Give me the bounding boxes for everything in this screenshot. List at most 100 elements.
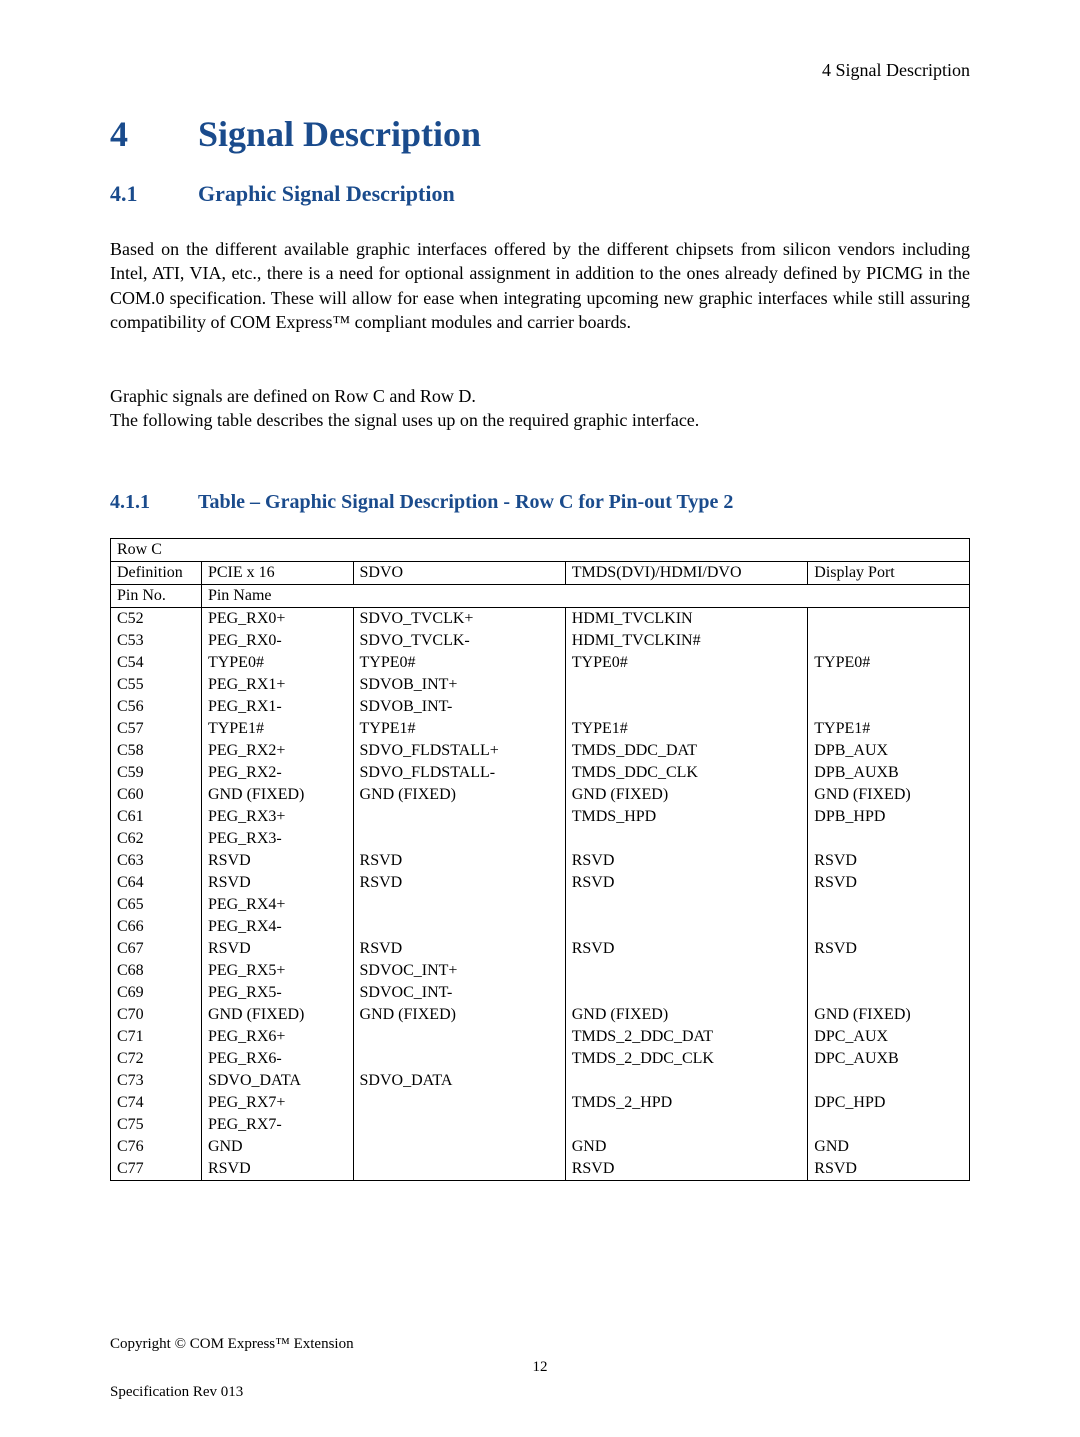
table-row: C65PEG_RX4+	[111, 894, 970, 916]
cell-sdvo: RSVD	[353, 872, 565, 894]
cell-dp: RSVD	[808, 872, 970, 894]
cell-pcie: RSVD	[201, 1158, 353, 1181]
cell-pin: C56	[111, 696, 202, 718]
cell-tmds	[565, 1070, 808, 1092]
cell-pin: C68	[111, 960, 202, 982]
cell-tmds: HDMI_TVCLKIN	[565, 607, 808, 630]
col-header-sdvo: SDVO	[353, 561, 565, 584]
cell-tmds: TMDS_HPD	[565, 806, 808, 828]
cell-pin: C57	[111, 718, 202, 740]
cell-pcie: PEG_RX1-	[201, 696, 353, 718]
section-heading: 4.1Graphic Signal Description	[110, 181, 970, 207]
table-row: C63RSVDRSVDRSVDRSVD	[111, 850, 970, 872]
cell-dp: DPC_AUX	[808, 1026, 970, 1048]
table-row: C77RSVDRSVDRSVD	[111, 1158, 970, 1181]
table-row: C52PEG_RX0+SDVO_TVCLK+HDMI_TVCLKIN	[111, 607, 970, 630]
cell-sdvo	[353, 1158, 565, 1181]
document-page: 4 Signal Description 4Signal Description…	[0, 0, 1080, 1437]
cell-tmds: TYPE0#	[565, 652, 808, 674]
chapter-title: Signal Description	[198, 114, 481, 154]
cell-tmds: HDMI_TVCLKIN#	[565, 630, 808, 652]
cell-pcie: GND (FIXED)	[201, 1004, 353, 1026]
cell-pcie: PEG_RX4-	[201, 916, 353, 938]
cell-pcie: SDVO_DATA	[201, 1070, 353, 1092]
table-row: C74PEG_RX7+TMDS_2_HPDDPC_HPD	[111, 1092, 970, 1114]
cell-pcie: PEG_RX5+	[201, 960, 353, 982]
cell-pcie: PEG_RX1+	[201, 674, 353, 696]
cell-pcie: RSVD	[201, 938, 353, 960]
cell-sdvo: TYPE0#	[353, 652, 565, 674]
table-row: C76GNDGNDGND	[111, 1136, 970, 1158]
table-row: C54TYPE0#TYPE0#TYPE0#TYPE0#	[111, 652, 970, 674]
table-row: C71PEG_RX6+TMDS_2_DDC_DATDPC_AUX	[111, 1026, 970, 1048]
table-row: C61PEG_RX3+TMDS_HPDDPB_HPD	[111, 806, 970, 828]
cell-sdvo: SDVO_FLDSTALL+	[353, 740, 565, 762]
cell-dp: GND	[808, 1136, 970, 1158]
cell-dp: RSVD	[808, 938, 970, 960]
cell-pin: C60	[111, 784, 202, 806]
cell-pin: C52	[111, 607, 202, 630]
cell-tmds	[565, 894, 808, 916]
cell-sdvo: TYPE1#	[353, 718, 565, 740]
cell-dp	[808, 960, 970, 982]
table-row: C73SDVO_DATASDVO_DATA	[111, 1070, 970, 1092]
cell-sdvo	[353, 1136, 565, 1158]
cell-pin: C73	[111, 1070, 202, 1092]
cell-dp	[808, 916, 970, 938]
cell-sdvo: SDVOB_INT-	[353, 696, 565, 718]
cell-dp	[808, 894, 970, 916]
table-row: C68PEG_RX5+SDVOC_INT+	[111, 960, 970, 982]
footer-page-number: 12	[110, 1359, 970, 1376]
subsection-title: Table – Graphic Signal Description - Row…	[198, 491, 733, 513]
cell-pcie: PEG_RX6+	[201, 1026, 353, 1048]
cell-dp	[808, 982, 970, 1004]
table-row: C53PEG_RX0-SDVO_TVCLK-HDMI_TVCLKIN#	[111, 630, 970, 652]
paragraph-table-note: The following table describes the signal…	[110, 408, 970, 432]
cell-pin: C74	[111, 1092, 202, 1114]
paragraph-row-note: Graphic signals are defined on Row C and…	[110, 384, 970, 408]
cell-dp: RSVD	[808, 1158, 970, 1181]
col-header-dp: Display Port	[808, 561, 970, 584]
table-row: C75PEG_RX7-	[111, 1114, 970, 1136]
subheader-pinname: Pin Name	[201, 584, 969, 607]
cell-tmds	[565, 982, 808, 1004]
table-row: C55PEG_RX1+SDVOB_INT+	[111, 674, 970, 696]
cell-dp	[808, 1114, 970, 1136]
footer-spec-rev: Specification Rev 013	[110, 1384, 970, 1401]
signal-table: Row C Definition PCIE x 16 SDVO TMDS(DVI…	[110, 538, 970, 1181]
paragraph-intro: Based on the different available graphic…	[110, 237, 970, 334]
cell-tmds: TMDS_2_HPD	[565, 1092, 808, 1114]
page-footer: Copyright © COM Express™ Extension 12 Sp…	[110, 1336, 970, 1401]
cell-sdvo: SDVOB_INT+	[353, 674, 565, 696]
col-header-tmds: TMDS(DVI)/HDMI/DVO	[565, 561, 808, 584]
col-header-definition: Definition	[111, 561, 202, 584]
cell-pcie: RSVD	[201, 872, 353, 894]
cell-pin: C55	[111, 674, 202, 696]
cell-dp	[808, 674, 970, 696]
cell-sdvo: RSVD	[353, 938, 565, 960]
cell-pcie: TYPE0#	[201, 652, 353, 674]
cell-pcie: GND	[201, 1136, 353, 1158]
cell-tmds	[565, 916, 808, 938]
table-row: C66PEG_RX4-	[111, 916, 970, 938]
col-header-pcie: PCIE x 16	[201, 561, 353, 584]
cell-pin: C58	[111, 740, 202, 762]
cell-tmds: RSVD	[565, 938, 808, 960]
chapter-heading: 4Signal Description	[110, 113, 970, 155]
cell-pin: C76	[111, 1136, 202, 1158]
page-header-right: 4 Signal Description	[110, 60, 970, 81]
cell-sdvo: RSVD	[353, 850, 565, 872]
cell-sdvo	[353, 1026, 565, 1048]
chapter-number: 4	[110, 113, 198, 155]
cell-tmds	[565, 696, 808, 718]
cell-tmds: RSVD	[565, 850, 808, 872]
subsection-number: 4.1.1	[110, 491, 198, 514]
cell-pin: C69	[111, 982, 202, 1004]
cell-pin: C64	[111, 872, 202, 894]
cell-pcie: PEG_RX7-	[201, 1114, 353, 1136]
cell-pin: C66	[111, 916, 202, 938]
cell-pcie: PEG_RX0+	[201, 607, 353, 630]
cell-sdvo: SDVO_TVCLK+	[353, 607, 565, 630]
cell-pcie: RSVD	[201, 850, 353, 872]
cell-dp: RSVD	[808, 850, 970, 872]
